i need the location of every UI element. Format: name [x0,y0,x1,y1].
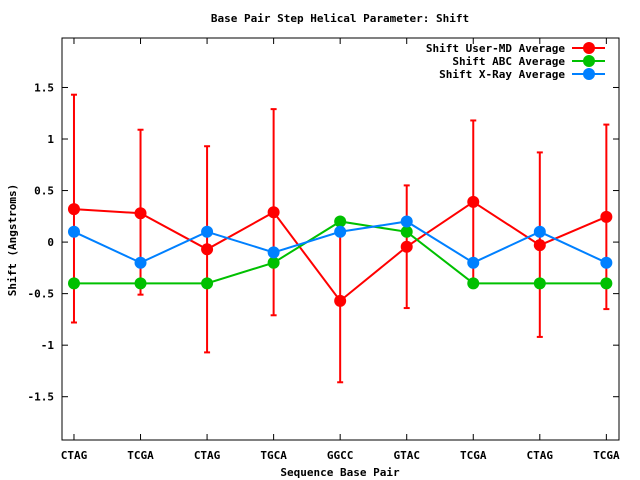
y-tick-label: -1 [41,339,55,352]
data-point [334,225,347,238]
data-point [67,225,80,238]
data-point [134,207,147,220]
data-point [600,256,613,269]
series-line-group-1 [67,215,613,290]
y-tick-label: -0.5 [28,288,55,301]
y-tick-label: 1.5 [34,81,54,94]
data-point [467,277,480,290]
y-tick-label: 1 [47,133,54,146]
x-tick-label: CTAG [527,449,554,462]
y-axis-label: Shift (Angstroms) [6,184,19,297]
series-line-group-2 [67,215,613,269]
data-point [267,246,280,259]
data-point [67,277,80,290]
data-point [201,243,214,256]
x-tick-label: TCGA [460,449,487,462]
data-point [267,256,280,269]
x-tick-label: GGCC [327,449,354,462]
data-point [134,277,147,290]
plot-frame [61,37,620,441]
x-tick-label: CTAG [61,449,88,462]
x-tick-label: CTAG [194,449,221,462]
legend-marker [583,42,595,54]
x-tick-label: GTAC [393,449,420,462]
data-point [400,225,413,238]
x-axis-label: Sequence Base Pair [280,466,400,479]
legend-marker [583,55,595,67]
data-point [334,294,347,307]
x-tick-label: TCGA [593,449,620,462]
y-tick-label: 0.5 [34,185,54,198]
data-point [400,215,413,228]
x-tick-label: TGCA [260,449,287,462]
data-point [533,239,546,252]
data-point [201,277,214,290]
data-point [267,206,280,219]
data-point [600,277,613,290]
data-point [467,256,480,269]
legend-label: Shift ABC Average [452,55,565,68]
data-point [467,195,480,208]
legend-label: Shift User-MD Average [426,42,565,55]
data-point [600,210,613,223]
chart-title: Base Pair Step Helical Parameter: Shift [211,12,469,25]
x-tick-label: TCGA [127,449,154,462]
data-point [533,225,546,238]
data-point [334,215,347,228]
y-tick-label: -1.5 [28,391,55,404]
data-point [400,240,413,253]
y-tick-label: 0 [47,236,54,249]
legend-label: Shift X-Ray Average [439,68,565,81]
legend-marker [583,68,595,80]
data-point [134,256,147,269]
series-line-group-0 [67,195,613,307]
data-point [533,277,546,290]
data-point [201,225,214,238]
data-point [67,203,80,216]
